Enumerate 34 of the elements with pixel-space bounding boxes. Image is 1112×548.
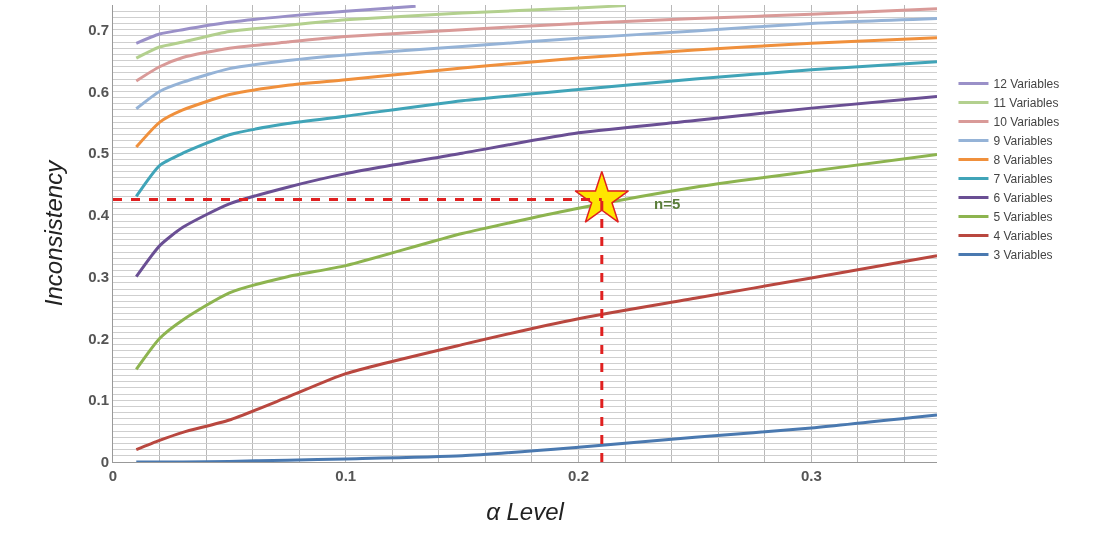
x-axis-title: α Level [486,498,565,526]
legend-label: 10 Variables [993,115,1060,130]
line-series [134,60,937,198]
y-tick-label: 0.3 [88,267,109,285]
y-tick-label: 0 [100,453,109,471]
y-tick-label: 0.2 [88,329,109,347]
x-tick-label: 0.1 [335,467,357,484]
line-series [134,413,937,462]
y-tick-label: 0.6 [88,82,109,100]
legend-label: 5 Variables [993,210,1053,225]
y-tick-label: 0.1 [88,391,109,409]
line-series [134,36,937,149]
x-tick-label: 0.3 [800,467,822,484]
line-series [134,5,418,45]
annotation: n=5 [654,195,681,212]
legend-label: 7 Variables [993,172,1053,187]
y-tick-label: 0.7 [88,20,109,38]
x-tick-label: 0.2 [568,467,589,484]
y-tick-label: 0.5 [88,144,109,162]
line-series [134,254,937,452]
line-series [134,7,937,83]
legend-label: 12 Variables [993,77,1060,92]
legend-label: 8 Variables [993,153,1053,168]
legend-label: 4 Variables [993,229,1053,244]
legend-label: 3 Variables [993,248,1053,263]
line-series [134,152,937,371]
legend-label: 6 Variables [993,191,1053,206]
line-series [134,94,937,279]
y-tick-label: 0.4 [88,206,110,224]
y-axis-title: Inconsistency [40,158,68,307]
legend-label: 11 Variables [993,96,1059,111]
line-series [134,17,937,111]
legend-label: 9 Variables [993,134,1053,149]
line-series [134,5,627,60]
